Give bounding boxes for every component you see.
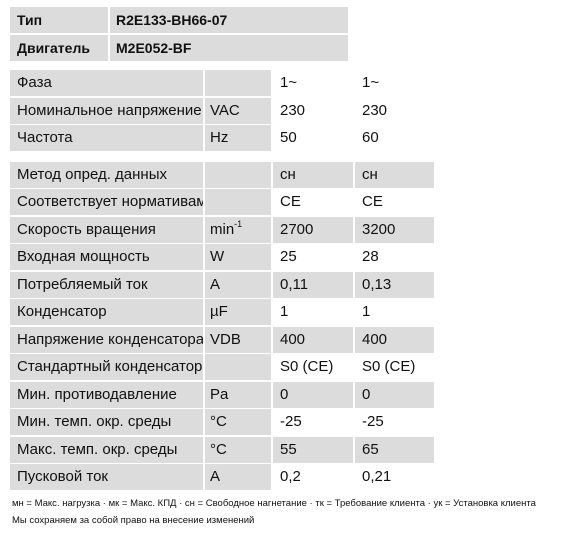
param-value-60hz: 0,13 xyxy=(355,272,434,298)
param-value-60hz: S0 (CE) xyxy=(355,354,434,380)
param-value-50hz: 1~ xyxy=(273,70,353,96)
param-name: Стандартный конденсатор xyxy=(10,354,203,380)
param-name: Макс. темп. окр. среды xyxy=(10,437,203,463)
table-row: Частота Hz 50 60 xyxy=(10,125,434,151)
param-value-60hz: 28 xyxy=(355,244,434,270)
footer-note: Мы сохраняем за собой право на внесение … xyxy=(12,515,255,526)
param-unit: min-1 xyxy=(205,217,271,243)
param-value-60hz: 60 xyxy=(355,125,434,151)
param-name: Потребляемый ток xyxy=(10,272,203,298)
param-unit: µF xyxy=(205,299,271,325)
header-label: Тип xyxy=(10,7,108,33)
unit-superscript: -1 xyxy=(234,219,243,229)
param-value-60hz: 1 xyxy=(355,299,434,325)
param-value-60hz: 400 xyxy=(355,327,434,353)
table-row: Соответствует нормативам CE CE xyxy=(10,189,434,215)
param-value-50hz: 25 xyxy=(273,244,353,270)
param-unit xyxy=(205,189,271,215)
param-name: Номинальное напряжение xyxy=(10,98,203,124)
param-value-50hz: CE xyxy=(273,189,353,215)
param-value-60hz: 0,21 xyxy=(355,464,434,490)
param-name: Скорость вращения xyxy=(10,217,203,243)
param-unit xyxy=(205,70,271,96)
table-row: Конденсатор µF 1 1 xyxy=(10,299,434,325)
param-name: Частота xyxy=(10,125,203,151)
param-value-50hz: 230 xyxy=(273,98,353,124)
param-unit xyxy=(205,354,271,380)
param-value-60hz: 0 xyxy=(355,382,434,408)
param-value-50hz: 0,2 xyxy=(273,464,353,490)
header-row-motor: Двигатель M2E052-BF xyxy=(10,35,348,61)
header-label: Двигатель xyxy=(10,35,108,61)
param-value-60hz: сн xyxy=(355,162,434,188)
table-row: Макс. темп. окр. среды °C 55 65 xyxy=(10,437,434,463)
param-unit: A xyxy=(205,464,271,490)
unit-base: min xyxy=(210,221,235,238)
table-row: Скорость вращения min-1 2700 3200 xyxy=(10,217,434,243)
footer-legend: мн = Макс. нагрузка · мк = Макс. КПД · с… xyxy=(12,498,536,509)
param-unit: A xyxy=(205,272,271,298)
param-value-60hz: -25 xyxy=(355,409,434,435)
param-name: Входная мощность xyxy=(10,244,203,270)
param-name: Мин. темп. окр. среды xyxy=(10,409,203,435)
param-value-50hz: сн xyxy=(273,162,353,188)
param-name: Конденсатор xyxy=(10,299,203,325)
param-name: Напряжение конденсатора xyxy=(10,327,203,353)
param-value-50hz: 55 xyxy=(273,437,353,463)
table-row: Потребляемый ток A 0,11 0,13 xyxy=(10,272,434,298)
param-unit: VDB xyxy=(205,327,271,353)
table-row: Номинальное напряжение VAC 230 230 xyxy=(10,98,434,124)
table-row: Мин. темп. окр. среды °C -25 -25 xyxy=(10,409,434,435)
table-row: Мин. противодавление Pa 0 0 xyxy=(10,382,434,408)
header-value: M2E052-BF xyxy=(110,35,348,61)
param-value-60hz: 1~ xyxy=(355,70,434,96)
param-unit: VAC xyxy=(205,98,271,124)
param-unit: W xyxy=(205,244,271,270)
param-name: Пусковой ток xyxy=(10,464,203,490)
table-row: Фаза 1~ 1~ xyxy=(10,70,434,96)
header-value: R2E133-BH66-07 xyxy=(110,7,348,33)
param-value-50hz: 400 xyxy=(273,327,353,353)
param-value-50hz: 2700 xyxy=(273,217,353,243)
param-value-50hz: -25 xyxy=(273,409,353,435)
param-value-50hz: 0 xyxy=(273,382,353,408)
param-unit: Pa xyxy=(205,382,271,408)
table-row: Пусковой ток A 0,2 0,21 xyxy=(10,464,434,490)
param-name: Фаза xyxy=(10,70,203,96)
param-value-60hz: CE xyxy=(355,189,434,215)
param-value-50hz: S0 (CE) xyxy=(273,354,353,380)
param-unit xyxy=(205,162,271,188)
param-name: Мин. противодавление xyxy=(10,382,203,408)
table-row: Напряжение конденсатора VDB 400 400 xyxy=(10,327,434,353)
param-value-50hz: 0,11 xyxy=(273,272,353,298)
header-row-type: Тип R2E133-BH66-07 xyxy=(10,7,348,33)
param-name: Метод опред. данных xyxy=(10,162,203,188)
param-unit: °C xyxy=(205,409,271,435)
param-value-50hz: 1 xyxy=(273,299,353,325)
table-row: Стандартный конденсатор S0 (CE) S0 (CE) xyxy=(10,354,434,380)
param-name: Соответствует нормативам xyxy=(10,189,203,215)
param-value-60hz: 3200 xyxy=(355,217,434,243)
table-row: Метод опред. данных сн сн xyxy=(10,162,434,188)
param-value-60hz: 65 xyxy=(355,437,434,463)
param-unit: °C xyxy=(205,437,271,463)
table-row: Входная мощность W 25 28 xyxy=(10,244,434,270)
param-unit: Hz xyxy=(205,125,271,151)
param-value-50hz: 50 xyxy=(273,125,353,151)
param-value-60hz: 230 xyxy=(355,98,434,124)
